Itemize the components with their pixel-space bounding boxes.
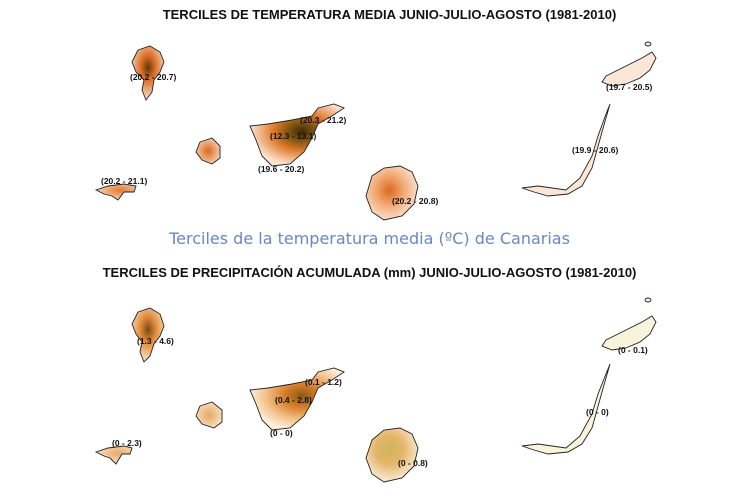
island-tenerife [249, 367, 345, 431]
temperature-map: (20.2 - 20.7) (20.2 - 21.1) (20.3 - 21.2… [94, 41, 657, 221]
label-fuerteventura-temp: (19.9 - 20.6) [572, 145, 618, 155]
label-el-hierro-precip: (0 - 2.3) [112, 438, 142, 448]
island-lanzarote [601, 315, 657, 351]
island-gran-canaria [365, 165, 419, 221]
label-lanzarote-temp: (19.7 - 20.5) [606, 82, 652, 92]
island-lanzarote [601, 51, 657, 87]
islet-graciosa [644, 297, 652, 303]
label-fuerteventura-precip: (0 - 0) [586, 407, 609, 417]
label-tenerife-south-precip: (0 - 0) [270, 428, 293, 438]
label-gran-canaria-temp: (20.2 - 20.8) [392, 196, 438, 206]
label-tenerife-peak-precip: (0.4 - 2.8) [275, 395, 312, 405]
label-el-hierro-temp: (20.2 - 21.1) [101, 176, 147, 186]
label-gran-canaria-precip: (0 - 0.8) [398, 458, 428, 468]
island-el-hierro [94, 445, 133, 465]
temperature-map-title: TERCILES DE TEMPERATURA MEDIA JUNIO-JULI… [162, 7, 617, 22]
island-fuerteventura [521, 103, 611, 197]
label-lanzarote-precip: (0 - 0.1) [618, 345, 648, 355]
islet-graciosa [644, 41, 652, 47]
island-fuerteventura [521, 363, 611, 455]
island-la-palma [131, 307, 165, 363]
island-el-hierro [94, 183, 137, 201]
label-tenerife-ne-temp: (20.3 - 21.2) [300, 115, 346, 125]
precipitation-map-title: TERCILES DE PRECIPITACIÓN ACUMULADA (mm)… [102, 265, 637, 280]
label-tenerife-ne-precip: (0.1 - 1.2) [305, 377, 342, 387]
map-caption: Terciles de la temperatura media (ºC) de… [169, 229, 570, 248]
island-la-palma [131, 45, 165, 101]
label-la-palma-precip: (1.3 - 4.6) [137, 336, 174, 346]
island-la-gomera [195, 137, 221, 165]
label-tenerife-south-temp: (19.6 - 20.2) [258, 164, 304, 174]
island-tenerife [249, 103, 345, 167]
island-la-gomera [195, 401, 223, 429]
island-gran-canaria [365, 427, 419, 483]
precipitation-map: (1.3 - 4.6) (0 - 2.3) (0.1 - 1.2) (0.4 -… [94, 297, 657, 483]
label-tenerife-peak-temp: (12.3 - 13.1) [270, 131, 316, 141]
label-la-palma-temp: (20.2 - 20.7) [130, 72, 176, 82]
